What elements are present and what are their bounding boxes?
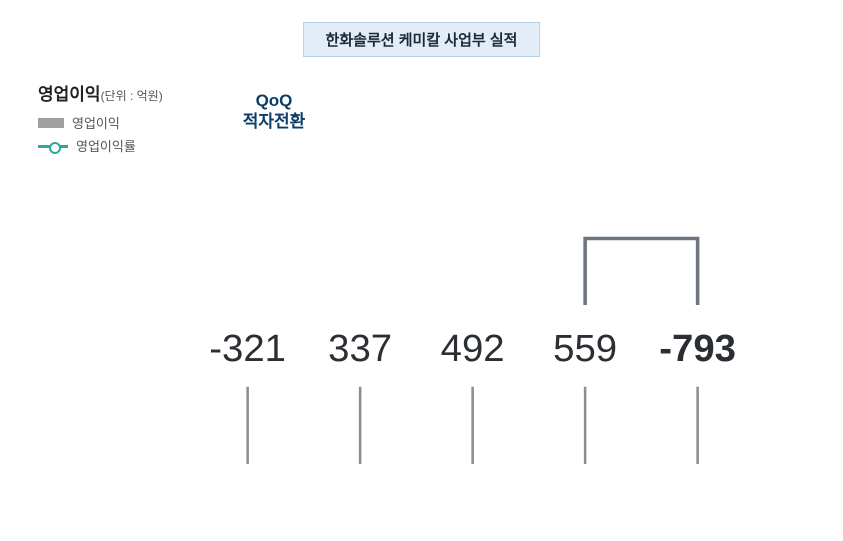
callout-bracket bbox=[585, 239, 697, 305]
plot-svg: -321-2.5%4Q223372.5%1Q234923.7%2Q235594.… bbox=[38, 80, 805, 464]
title-banner: 한화솔루션 케미칼 사업부 실적 bbox=[303, 22, 541, 57]
callout-line1: QoQ bbox=[224, 90, 324, 111]
bar-value-label: 337 bbox=[328, 327, 392, 370]
title-text: 한화솔루션 케미칼 사업부 실적 bbox=[326, 32, 518, 49]
chart-area: 영업이익(단위 : 억원) 영업이익 영업이익률 -321-2.5%4Q2233… bbox=[38, 80, 805, 513]
bar-value-label: -793 bbox=[659, 327, 736, 370]
bar-value-label: 559 bbox=[553, 327, 617, 370]
bar-value-label: -321 bbox=[209, 327, 286, 370]
bar-value-label: 492 bbox=[441, 327, 505, 370]
callout-qoq: QoQ 적자전환 bbox=[224, 90, 324, 133]
callout-line2: 적자전환 bbox=[224, 111, 324, 132]
